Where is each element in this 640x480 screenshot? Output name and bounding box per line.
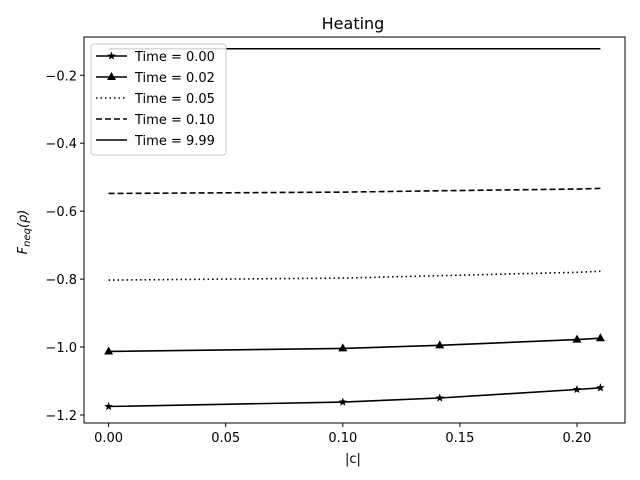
legend-item: Time = 0.10 <box>96 113 215 128</box>
data-point <box>572 385 582 394</box>
data-point <box>435 340 445 349</box>
legend-label: Time = 0.02 <box>134 71 215 86</box>
x-axis-label: |c| <box>345 452 361 467</box>
y-tick-label: −1.0 <box>45 341 77 356</box>
y-tick-label: −0.2 <box>45 69 77 84</box>
legend-item: Time = 0.00 <box>96 50 215 65</box>
y-axis-ticks: −1.2 −1.0 −0.8 −0.6 −0.4 −0.2 <box>45 69 84 424</box>
x-tick-label: 0.15 <box>445 431 474 446</box>
data-point <box>435 393 445 402</box>
data-point <box>338 397 348 406</box>
legend-label: Time = 0.00 <box>134 50 215 65</box>
legend-item: Time = 9.99 <box>96 134 215 149</box>
series-line <box>108 187 601 195</box>
x-tick-label: 0.05 <box>211 431 240 446</box>
legend-label: Time = 0.10 <box>134 113 215 128</box>
x-tick-label: 0.20 <box>563 431 592 446</box>
legend-item: Time = 0.02 <box>96 71 215 86</box>
series-2 <box>108 270 601 281</box>
series-3 <box>108 187 601 195</box>
plot-frame <box>83 36 626 424</box>
data-point <box>595 333 605 342</box>
data-point <box>596 383 605 392</box>
legend-marker <box>107 51 116 60</box>
y-tick-label: −0.8 <box>45 273 77 288</box>
data-point <box>572 334 582 343</box>
x-axis-ticks: 0.00 0.05 0.10 0.15 0.20 <box>94 423 591 446</box>
legend-marker <box>107 72 116 80</box>
y-tick-label: −0.6 <box>45 205 77 220</box>
series-1 <box>104 333 605 355</box>
series-0 <box>104 383 605 411</box>
y-axis-label: Fneq(ρ) <box>16 210 33 255</box>
x-tick-label: 0.00 <box>94 431 123 446</box>
x-tick-label: 0.10 <box>328 431 357 446</box>
data-point <box>104 346 114 355</box>
series-line <box>108 387 601 408</box>
series-line <box>108 270 601 281</box>
data-point <box>104 401 113 411</box>
chart-title: Heating <box>322 14 385 33</box>
plot-area <box>83 36 626 424</box>
legend-label: Time = 0.05 <box>134 92 215 107</box>
y-tick-label: −0.4 <box>45 137 77 152</box>
series-line <box>108 337 601 353</box>
data-point <box>338 343 348 352</box>
legend-item: Time = 0.05 <box>96 92 215 107</box>
y-tick-label: −1.2 <box>45 409 77 424</box>
legend-box <box>90 43 227 156</box>
legend: Time = 0.00 Time = 0.02 Time = 0.05 Time = … <box>90 43 227 156</box>
legend-label: Time = 9.99 <box>134 134 215 149</box>
